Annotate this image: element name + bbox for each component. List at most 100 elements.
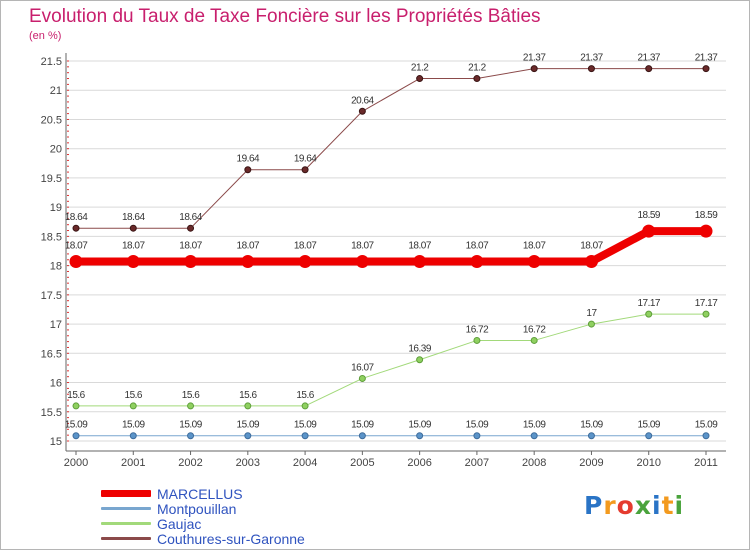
- data-point-gaujac: [244, 402, 252, 410]
- data-point-montpouillan: [530, 432, 538, 440]
- data-point-couthures: [358, 107, 366, 115]
- x-tick-label: 2008: [522, 457, 546, 469]
- data-point-montpouillan: [416, 432, 424, 440]
- data-label-marcellus: 18.07: [466, 241, 489, 252]
- data-label-couthures: 21.37: [580, 53, 603, 64]
- data-label-gaujac: 17: [586, 308, 597, 319]
- data-point-gaujac: [129, 402, 137, 410]
- data-point-gaujac: [473, 336, 481, 344]
- data-point-gaujac: [72, 402, 80, 410]
- data-point-montpouillan: [473, 432, 481, 440]
- data-label-couthures: 21.37: [637, 53, 660, 64]
- y-tick-label: 15.5: [41, 407, 62, 419]
- data-point-montpouillan: [645, 432, 653, 440]
- data-label-montpouillan: 15.09: [523, 420, 546, 431]
- x-tick-label: 2009: [579, 457, 603, 469]
- data-point-marcellus: [69, 255, 83, 269]
- data-label-gaujac: 15.6: [239, 390, 257, 401]
- data-point-couthures: [301, 166, 309, 174]
- y-tick-label: 16.5: [41, 348, 62, 360]
- data-label-montpouillan: 15.09: [466, 420, 489, 431]
- data-point-montpouillan: [301, 432, 309, 440]
- data-point-couthures: [72, 224, 80, 232]
- data-point-gaujac: [187, 402, 195, 410]
- y-tick-label: 20: [50, 144, 62, 156]
- data-label-montpouillan: 15.09: [65, 420, 88, 431]
- data-label-montpouillan: 15.09: [179, 420, 202, 431]
- chart-title: Evolution du Taux de Taxe Foncière sur l…: [29, 6, 541, 27]
- y-tick-label: 20.5: [41, 114, 62, 126]
- data-label-montpouillan: 15.09: [695, 420, 718, 431]
- y-tick-label: 17: [50, 319, 62, 331]
- data-label-couthures: 18.64: [179, 212, 202, 223]
- y-tick-label: 21.5: [41, 56, 62, 68]
- data-label-montpouillan: 15.09: [294, 420, 317, 431]
- data-point-montpouillan: [72, 432, 80, 440]
- logo-letter: i: [674, 491, 685, 520]
- data-point-marcellus: [413, 255, 427, 269]
- data-point-montpouillan: [358, 432, 366, 440]
- legend-label-couthures: Couthures-sur-Garonne: [157, 530, 305, 547]
- y-tick-label: 18: [50, 261, 62, 273]
- y-tick-label: 18.5: [41, 231, 62, 243]
- data-label-marcellus: 18.59: [695, 210, 718, 221]
- series-line-gaujac: [76, 313, 706, 407]
- data-label-gaujac: 16.39: [408, 344, 431, 355]
- y-axis-unit: (en %): [29, 30, 62, 42]
- y-tick-label: 17.5: [41, 290, 62, 302]
- data-point-marcellus: [241, 255, 255, 269]
- data-point-gaujac: [301, 402, 309, 410]
- legend-swatch-gaujac: [101, 522, 151, 525]
- x-tick-label: 2006: [407, 457, 431, 469]
- data-point-couthures: [530, 65, 538, 73]
- legend-swatch-couthures: [101, 537, 151, 540]
- data-point-gaujac: [416, 356, 424, 364]
- data-label-montpouillan: 15.09: [637, 420, 660, 431]
- data-point-couthures: [473, 75, 481, 83]
- data-label-marcellus: 18.07: [408, 241, 431, 252]
- data-label-gaujac: 15.6: [67, 390, 85, 401]
- data-label-gaujac: 16.72: [466, 324, 489, 335]
- legend-item-couthures: Couthures-sur-Garonne: [101, 530, 305, 547]
- legend-item-gaujac: Gaujac: [101, 516, 305, 532]
- data-label-gaujac: 15.6: [125, 390, 143, 401]
- data-point-marcellus: [642, 224, 656, 238]
- data-label-gaujac: 16.72: [523, 324, 546, 335]
- plot-area: [76, 61, 706, 441]
- y-tick-label: 15: [50, 436, 62, 448]
- data-label-montpouillan: 15.09: [351, 420, 374, 431]
- legend-swatch-montpouillan: [101, 507, 151, 510]
- y-tick-label: 21: [50, 85, 62, 97]
- data-label-couthures: 21.2: [468, 63, 486, 74]
- x-tick-label: 2001: [121, 457, 145, 469]
- legend-item-montpouillan: Montpouillan: [101, 501, 305, 517]
- data-point-montpouillan: [129, 432, 137, 440]
- data-point-montpouillan: [187, 432, 195, 440]
- x-tick-label: 2011: [694, 457, 718, 469]
- data-label-marcellus: 18.07: [580, 241, 603, 252]
- data-point-marcellus: [470, 255, 484, 269]
- data-point-marcellus: [699, 224, 713, 238]
- data-point-montpouillan: [244, 432, 252, 440]
- x-tick-label: 2002: [178, 457, 202, 469]
- data-label-gaujac: 16.07: [351, 362, 374, 373]
- x-tick-label: 2000: [64, 457, 88, 469]
- data-point-gaujac: [587, 320, 595, 328]
- data-point-couthures: [587, 65, 595, 73]
- data-label-montpouillan: 15.09: [122, 420, 145, 431]
- logo-letter: x: [634, 491, 652, 520]
- data-label-couthures: 21.37: [523, 53, 546, 64]
- data-label-marcellus: 18.07: [351, 241, 374, 252]
- y-tick-label: 16: [50, 378, 62, 390]
- legend-swatch-marcellus: [101, 490, 151, 497]
- proxiti-logo: Proxiti: [584, 491, 684, 520]
- data-point-gaujac: [702, 310, 710, 318]
- data-point-gaujac: [358, 374, 366, 382]
- series-line-marcellus: [76, 227, 706, 266]
- data-label-couthures: 21.2: [411, 63, 429, 74]
- data-label-couthures: 18.64: [122, 212, 145, 223]
- logo-letter: o: [616, 491, 635, 520]
- data-label-couthures: 19.64: [237, 154, 260, 165]
- data-point-montpouillan: [702, 432, 710, 440]
